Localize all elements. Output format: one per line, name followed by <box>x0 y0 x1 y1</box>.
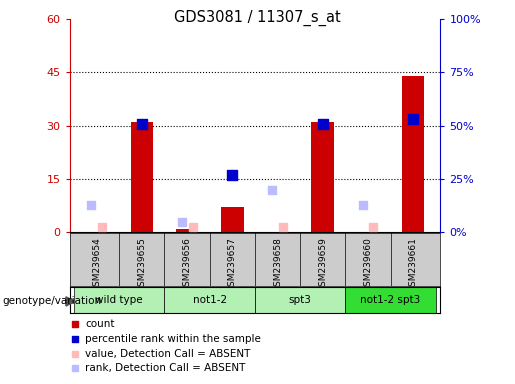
Text: value, Detection Call = ABSENT: value, Detection Call = ABSENT <box>85 349 250 359</box>
Point <box>178 218 186 225</box>
Point <box>71 365 79 371</box>
Polygon shape <box>66 297 75 306</box>
Point <box>268 187 276 193</box>
Point <box>279 224 287 230</box>
Text: percentile rank within the sample: percentile rank within the sample <box>85 334 261 344</box>
Text: spt3: spt3 <box>289 295 312 305</box>
Point <box>71 321 79 328</box>
Point <box>369 224 377 230</box>
Text: GSM239657: GSM239657 <box>228 237 237 292</box>
Text: rank, Detection Call = ABSENT: rank, Detection Call = ABSENT <box>85 363 245 373</box>
Bar <box>402 76 424 232</box>
Text: GSM239661: GSM239661 <box>409 237 418 292</box>
Text: not1-2: not1-2 <box>193 295 227 305</box>
Point <box>188 224 197 230</box>
Bar <box>221 207 244 232</box>
Text: count: count <box>85 319 114 329</box>
Bar <box>176 229 198 232</box>
Text: GSM239658: GSM239658 <box>273 237 282 292</box>
Bar <box>164 287 255 313</box>
Bar <box>346 287 436 313</box>
Bar <box>312 122 334 232</box>
Point <box>71 336 79 342</box>
Bar <box>74 287 164 313</box>
Point <box>87 202 95 208</box>
Point <box>98 224 106 230</box>
Point <box>409 116 417 122</box>
Text: GDS3081 / 11307_s_at: GDS3081 / 11307_s_at <box>174 10 341 26</box>
Point <box>319 121 327 127</box>
Bar <box>131 122 153 232</box>
Point <box>228 172 236 178</box>
Text: not1-2 spt3: not1-2 spt3 <box>360 295 421 305</box>
Text: GSM239656: GSM239656 <box>183 237 192 292</box>
Point <box>358 202 367 208</box>
Text: GSM239659: GSM239659 <box>318 237 327 292</box>
Text: GSM239654: GSM239654 <box>92 237 101 292</box>
Bar <box>255 287 346 313</box>
Point <box>71 351 79 357</box>
Text: genotype/variation: genotype/variation <box>3 296 101 306</box>
Point <box>138 121 146 127</box>
Text: GSM239660: GSM239660 <box>364 237 372 292</box>
Text: wild type: wild type <box>95 295 143 305</box>
Text: GSM239655: GSM239655 <box>138 237 146 292</box>
